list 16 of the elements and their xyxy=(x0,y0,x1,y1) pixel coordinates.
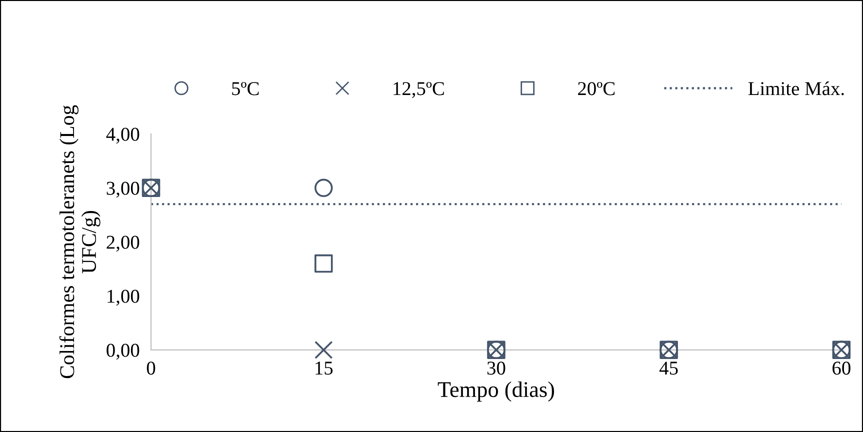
x-tick-label: 60 xyxy=(832,362,850,375)
x-tick-label: 30 xyxy=(487,362,506,375)
legend-label: 20ºC xyxy=(578,82,615,96)
x-axis-title: Tempo (dias) xyxy=(438,381,554,402)
y-tick-label: 2,00 xyxy=(106,236,140,252)
x-tick-label: 15 xyxy=(316,362,333,375)
y-tick-label: 3,00 xyxy=(106,182,140,198)
x-tick-label: 45 xyxy=(659,362,678,375)
legend-label: 5ºC xyxy=(232,82,259,96)
x-tick-label: 0 xyxy=(146,362,156,375)
y-tick-label: 1,00 xyxy=(108,290,140,306)
y-tick-label: 0,00 xyxy=(106,344,140,360)
legend-label: Limite Máx. xyxy=(748,81,844,96)
y-axis-title: Coliformes termotoleranets (Log UFC/g) xyxy=(59,105,100,378)
legend-label: 12,5ºC xyxy=(394,82,444,98)
y-tick-label: 4,00 xyxy=(106,128,140,144)
